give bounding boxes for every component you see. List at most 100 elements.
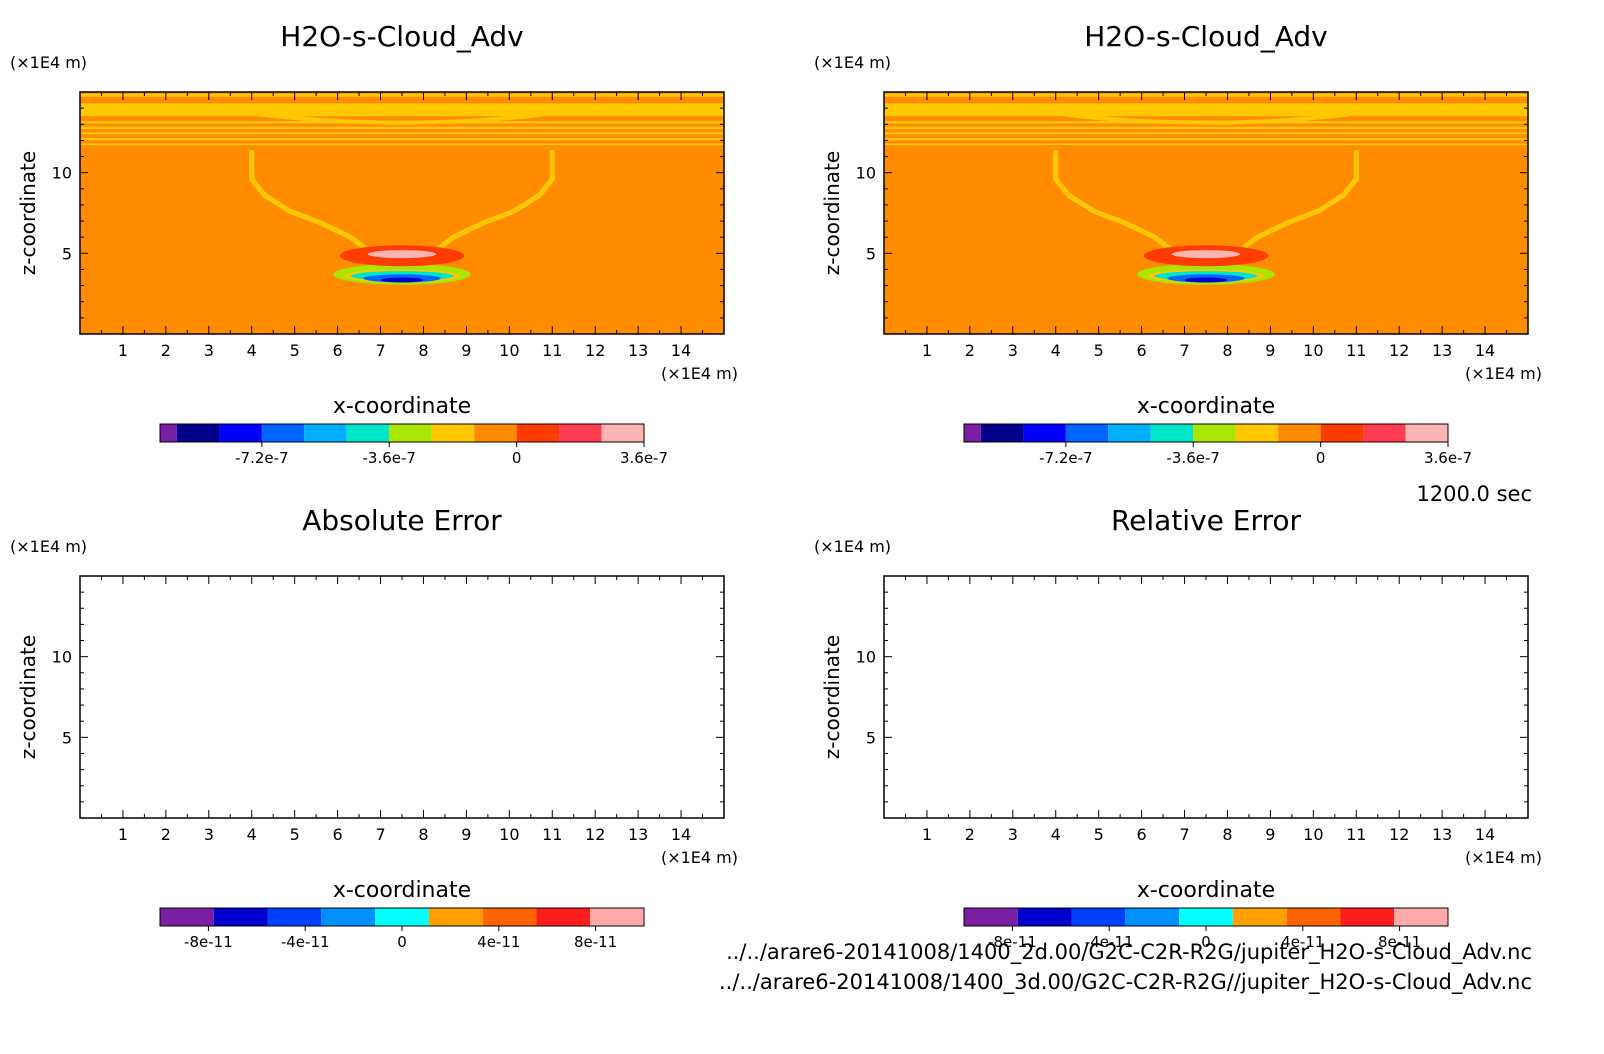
x-tick-label: 10 [499, 825, 519, 844]
colorbar-frame [963, 423, 1449, 443]
field-band [80, 143, 724, 146]
x-tick-label: 2 [965, 825, 975, 844]
x-tick-label: 11 [1346, 341, 1366, 360]
x-tick-label: 10 [1303, 825, 1323, 844]
x-tick-label: 5 [1094, 341, 1104, 360]
colorbar-tick-label: -4e-11 [1085, 933, 1134, 951]
field-band [884, 143, 1528, 146]
colorbar-segment [964, 908, 1018, 926]
panel-title: H2O-s-Cloud_Adv [280, 20, 523, 53]
field-area [884, 92, 1528, 334]
x-axis-label: x-coordinate [333, 394, 471, 419]
colorbar-segment [536, 908, 591, 926]
colorbar-segment [1023, 424, 1066, 442]
x-tick-label: 14 [1475, 341, 1495, 360]
colorbar-segment [1394, 908, 1448, 926]
colorbar-segment [590, 908, 644, 926]
colorbar-segment [1125, 908, 1180, 926]
colorbar-tick-label: -7.2e-7 [235, 449, 288, 467]
x-tick-label: 3 [204, 825, 214, 844]
x-tick-label: 11 [1346, 825, 1366, 844]
field-positive-peak [367, 250, 437, 259]
x-tick-label: 7 [375, 825, 385, 844]
x-tick-label: 6 [333, 825, 343, 844]
x-tick-label: 5 [290, 341, 300, 360]
x-tick-label: 9 [461, 825, 471, 844]
x-tick-label: 14 [671, 825, 691, 844]
x-tick-label: 8 [418, 825, 428, 844]
x-tick-label: 7 [1179, 825, 1189, 844]
colorbar-tick-label: 4e-11 [1281, 933, 1324, 951]
x-tick-label: 12 [585, 825, 605, 844]
time-label: 1200.0 sec [1416, 482, 1532, 506]
y-axis-label: z-coordinate [820, 151, 844, 275]
x-unit-label: (×1E4 m) [1465, 364, 1542, 383]
field-band [884, 103, 1528, 117]
colorbar-segment [389, 424, 432, 442]
x-tick-label: 1 [118, 341, 128, 360]
y-unit-label: (×1E4 m) [10, 53, 87, 72]
colorbar-segment [964, 424, 981, 442]
colorbar-segment [213, 908, 268, 926]
y-unit-label: (×1E4 m) [814, 537, 891, 556]
colorbar-segment [219, 424, 262, 442]
x-tick-label: 8 [418, 341, 428, 360]
colorbar-segment [1071, 908, 1126, 926]
panel-2: H2O-s-Cloud_Adv (×1E4 m) (×1E4 m) x-coordin… [814, 20, 1542, 467]
colorbar-tick-label: 0 [397, 933, 407, 951]
panel-1: H2O-s-Cloud_Adv (×1E4 m) (×1E4 m) x-coordin… [10, 20, 738, 467]
y-axis-label: z-coordinate [16, 635, 40, 759]
x-tick-label: 8 [1222, 341, 1232, 360]
colorbar-segment [1340, 908, 1395, 926]
panel-title: H2O-s-Cloud_Adv [1084, 20, 1327, 53]
y-axis-label: z-coordinate [820, 635, 844, 759]
x-tick-label: 6 [1137, 825, 1147, 844]
colorbar-tick-label: -3.6e-7 [1167, 449, 1220, 467]
x-tick-label: 10 [499, 341, 519, 360]
x-unit-label: (×1E4 m) [661, 364, 738, 383]
x-tick-label: 9 [461, 341, 471, 360]
colorbar-segment [1363, 424, 1406, 442]
field-band [80, 103, 724, 117]
y-unit-label: (×1E4 m) [10, 537, 87, 556]
field-band [884, 137, 1528, 141]
colorbar-segment [375, 908, 429, 926]
panel-3: Absolute Error (×1E4 m) (×1E4 m) x-coordina… [10, 504, 738, 951]
colorbar-tick-label: 3.6e-7 [620, 449, 668, 467]
colorbar-segment [176, 424, 220, 442]
colorbar-segment [1179, 908, 1233, 926]
y-tick-label: 10 [52, 648, 72, 667]
y-tick-label: 5 [866, 728, 876, 747]
x-axis-label: x-coordinate [1137, 878, 1275, 903]
colorbar-segment [428, 908, 483, 926]
colorbar-segment [1017, 908, 1072, 926]
colorbar-segment [1150, 424, 1194, 442]
colorbar-segment [601, 424, 644, 442]
colorbar-segment [474, 424, 517, 442]
colorbar-tick-label: -3.6e-7 [363, 449, 416, 467]
x-tick-label: 3 [204, 341, 214, 360]
x-tick-label: 7 [1179, 341, 1189, 360]
x-tick-label: 1 [922, 825, 932, 844]
x-tick-label: 2 [161, 825, 171, 844]
colorbar-tick-label: -8e-11 [988, 933, 1037, 951]
x-tick-label: 4 [1051, 341, 1061, 360]
colorbar-segment [160, 424, 177, 442]
y-tick-label: 10 [856, 648, 876, 667]
colorbar-segment [482, 908, 537, 926]
x-axis-label: x-coordinate [1137, 394, 1275, 419]
panel-4: Relative Error (×1E4 m) (×1E4 m) x-coordina… [814, 504, 1542, 951]
colorbar-tick-label: 0 [1201, 933, 1211, 951]
field-area [80, 92, 724, 334]
colorbar-segment [1320, 424, 1364, 442]
x-axis-label: x-coordinate [333, 878, 471, 903]
colorbar-frame [159, 423, 645, 443]
x-tick-label: 12 [1389, 341, 1409, 360]
x-tick-label: 1 [922, 341, 932, 360]
colorbar-segment [1286, 908, 1341, 926]
x-tick-label: 14 [671, 341, 691, 360]
x-tick-label: 6 [333, 341, 343, 360]
colorbar-segment [980, 424, 1024, 442]
colorbar-tick-label: 0 [512, 449, 522, 467]
